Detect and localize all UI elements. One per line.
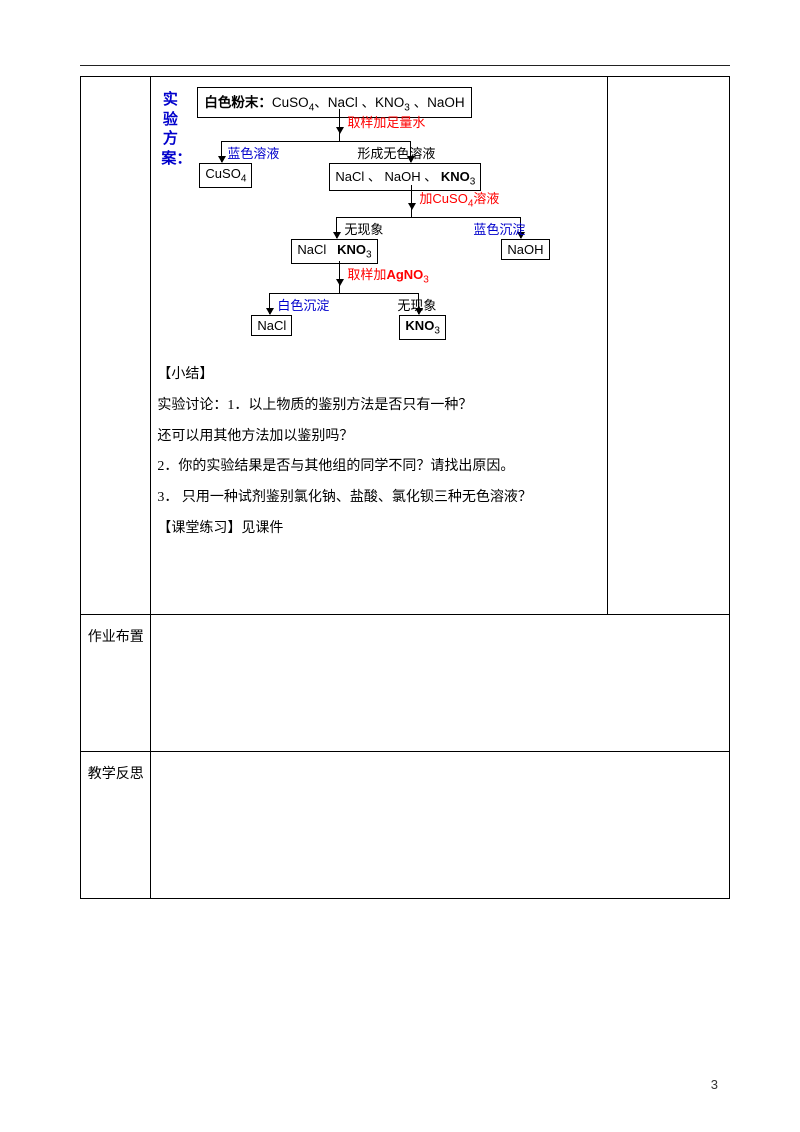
split-2: [336, 217, 521, 218]
content-row: 实验方案： 白色粉末：CuSO4、NaCl 、KNO3 、NaOH 取样加足量水: [81, 77, 730, 615]
box-nacl-naoh-kno3: NaCl 、 NaOH 、 KNO3: [329, 163, 481, 191]
flowchart-side-label: 实验方案：: [161, 91, 179, 169]
label-white-precipitate: 白色沉淀: [277, 295, 329, 314]
exercise-line: 【课堂练习】见课件: [157, 514, 601, 545]
summary-line-2: 还可以用其他方法加以鉴别吗？: [157, 422, 601, 453]
layout-table: 实验方案： 白色粉末：CuSO4、NaCl 、KNO3 、NaOH 取样加足量水: [80, 76, 730, 899]
label-colorless-solution: 形成无色溶液: [357, 143, 435, 162]
box-kno3: KNO3: [399, 315, 445, 340]
main-cell: 实验方案： 白色粉末：CuSO4、NaCl 、KNO3 、NaOH 取样加足量水: [151, 77, 608, 615]
box-nacl-kno3: NaCl KNO3: [291, 239, 377, 264]
label-no-change-1: 无现象: [344, 219, 383, 238]
box-cuso4: CuSO4: [199, 163, 252, 188]
stem-1: [339, 133, 340, 141]
top-rule: [80, 65, 730, 66]
left-cell-main: [81, 77, 151, 615]
document-page: 实验方案： 白色粉末：CuSO4、NaCl 、KNO3 、NaOH 取样加足量水: [0, 0, 800, 1132]
arrow-3: [339, 261, 340, 285]
stem-2: [411, 209, 412, 217]
reflect-content-cell: [151, 752, 730, 899]
step3-action: 取样加AgNO3: [347, 264, 428, 286]
stem-3: [339, 285, 340, 293]
step1-action: 取样加足量水: [347, 112, 425, 131]
arrow-1: [339, 109, 340, 133]
box-top: 白色粉末：CuSO4、NaCl 、KNO3 、NaOH: [197, 87, 471, 118]
split-3: [269, 293, 419, 294]
homework-content-cell: [151, 615, 730, 752]
reflect-label: 教学反思: [87, 760, 144, 791]
step2-action: 加CuSO4溶液: [419, 188, 499, 210]
reflect-row: 教学反思: [81, 752, 730, 899]
homework-row: 作业布置: [81, 615, 730, 752]
arrow-2: [411, 185, 412, 209]
label-blue-precipitate: 蓝色沉淀: [473, 219, 525, 238]
flowchart: 实验方案： 白色粉末：CuSO4、NaCl 、KNO3 、NaOH 取样加足量水: [161, 85, 601, 415]
box-naoh: NaOH: [501, 239, 549, 260]
split-1: [221, 141, 411, 142]
label-blue-solution: 蓝色溶液: [227, 143, 279, 162]
summary-line-3: 2．你的实验结果是否与其他组的同学不同？请找出原因。: [157, 452, 601, 483]
reflect-label-cell: 教学反思: [81, 752, 151, 899]
right-cell-main: [608, 77, 730, 615]
page-number: 3: [711, 1077, 718, 1092]
homework-label-cell: 作业布置: [81, 615, 151, 752]
summary-line-4: 3． 只用一种试剂鉴别氯化钠、盐酸、氯化钡三种无色溶液？: [157, 483, 601, 514]
homework-label: 作业布置: [87, 623, 144, 654]
label-no-change-2: 无现象: [397, 295, 436, 314]
box-nacl: NaCl: [251, 315, 292, 336]
